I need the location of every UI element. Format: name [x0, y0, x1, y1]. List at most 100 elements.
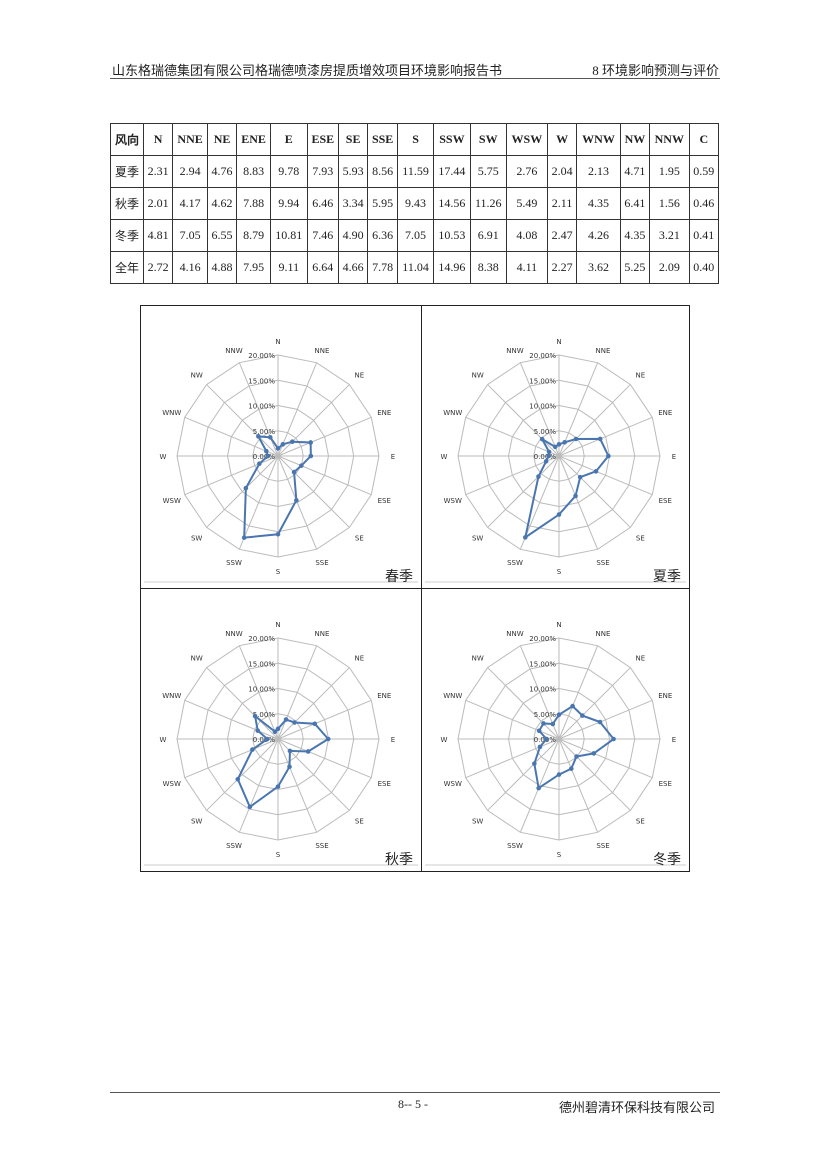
table-cell: 2.01 [142, 187, 174, 220]
data-point [312, 721, 318, 727]
table-cell: 5.93 [337, 155, 369, 188]
table-cell: 11.04 [396, 251, 435, 284]
data-point [537, 744, 543, 750]
column-header: SE [337, 123, 369, 156]
direction-label: SSW [507, 842, 523, 850]
tick-label: 20.00% [529, 352, 556, 360]
direction-label: WSW [163, 497, 181, 505]
spoke [277, 362, 318, 457]
table-cell: 8.38 [469, 251, 507, 284]
data-point [256, 434, 261, 439]
table-cell: 2.72 [142, 251, 174, 284]
footer-company: 德州碧清环保科技有限公司 [558, 1100, 715, 1115]
table-cell: 6.91 [469, 219, 507, 252]
table-cell: 2.27 [546, 251, 578, 284]
table-cell: 夏季 [110, 155, 144, 188]
table-cell: 7.95 [236, 251, 271, 284]
direction-label: SSE [315, 842, 328, 850]
spoke [558, 738, 599, 833]
data-point [543, 459, 549, 464]
spoke [184, 455, 279, 496]
spoke [277, 645, 318, 740]
direction-label: ESE [378, 780, 391, 788]
direction-label: S [557, 568, 562, 576]
direction-label: NNE [315, 347, 330, 355]
spoke [465, 699, 560, 740]
column-header: S [396, 123, 435, 156]
direction-label: NNW [225, 347, 242, 355]
table-cell: 6.36 [367, 219, 398, 252]
tick-label: 20.00% [248, 352, 275, 360]
table-cell: 2.09 [649, 251, 690, 284]
tick-label: 15.00% [248, 377, 275, 385]
spoke [206, 384, 279, 457]
table-row: 秋季 2.01 4.17 4.62 7.88 9.94 6.46 3.34 5.95 9.43 14… [110, 187, 720, 220]
spoke [558, 384, 631, 457]
table-cell: 5.95 [367, 187, 398, 220]
data-point [611, 736, 616, 742]
table-cell: 5.75 [469, 155, 507, 188]
footer-rule [110, 1092, 720, 1093]
direction-label: NW [472, 372, 484, 380]
tick-label: 5.00% [534, 711, 557, 719]
data-point [536, 785, 541, 791]
spoke [558, 645, 599, 740]
direction-label: SW [472, 817, 483, 825]
column-header: NNW [649, 123, 690, 156]
table-cell: 2.76 [505, 155, 548, 188]
direction-label: SSW [507, 559, 523, 567]
data-point [577, 474, 583, 480]
spoke [277, 455, 350, 528]
data-point [597, 719, 603, 725]
data-point [556, 442, 562, 447]
column-header: ENE [236, 123, 271, 156]
table-cell: 8.83 [236, 155, 271, 188]
direction-label: SE [636, 534, 645, 542]
chart-caption: 夏季 [653, 569, 681, 585]
column-header: C [688, 123, 720, 156]
tick-label: 20.00% [529, 635, 556, 643]
table-cell: 7.78 [367, 251, 398, 284]
table-cell: 7.05 [172, 219, 208, 252]
spoke [277, 699, 372, 740]
direction-label: WNW [443, 409, 462, 417]
direction-label: NNE [596, 630, 611, 638]
table-cell: 8.56 [367, 155, 398, 188]
data-point [546, 449, 552, 455]
header-title: 山东格瑞德集团有限公司格瑞德喷漆房提质增效项目环境影响报告书 [112, 63, 503, 78]
column-header: 风向 [110, 123, 144, 156]
table-cell: 2.04 [546, 155, 578, 188]
data-point [536, 474, 541, 479]
data-point [235, 776, 241, 782]
tick-label: 0.00% [253, 736, 276, 744]
wind-rose-spring: N NNE NE ENE E ESE SE SSE S SSW SW WSW W WNW NW NNW 0.00… [141, 306, 422, 589]
direction-label: ESE [659, 780, 672, 788]
spoke [184, 699, 279, 740]
table-cell: 2.94 [172, 155, 208, 188]
data-point [556, 512, 562, 517]
data-point [255, 728, 261, 733]
data-point [308, 440, 313, 445]
table-cell: 8.79 [236, 219, 271, 252]
data-point [280, 442, 286, 447]
data-point [275, 784, 281, 789]
direction-label: SW [472, 534, 483, 542]
table-cell: 4.88 [206, 251, 238, 284]
data-point [532, 761, 537, 766]
table-cell: 3.21 [649, 219, 690, 252]
tick-label: 0.00% [253, 453, 276, 461]
spoke [206, 455, 279, 528]
direction-label: SSE [596, 559, 609, 567]
data-point [275, 446, 281, 451]
spoke [558, 455, 599, 550]
data-point [550, 721, 556, 727]
column-header: N [142, 123, 174, 156]
table-cell: 4.71 [619, 155, 651, 188]
tick-label: 15.00% [529, 660, 556, 668]
data-point [272, 729, 278, 735]
spoke [238, 645, 279, 740]
table-cell: 4.11 [505, 251, 548, 284]
direction-label: WSW [444, 780, 462, 788]
table-cell: 4.16 [172, 251, 208, 284]
